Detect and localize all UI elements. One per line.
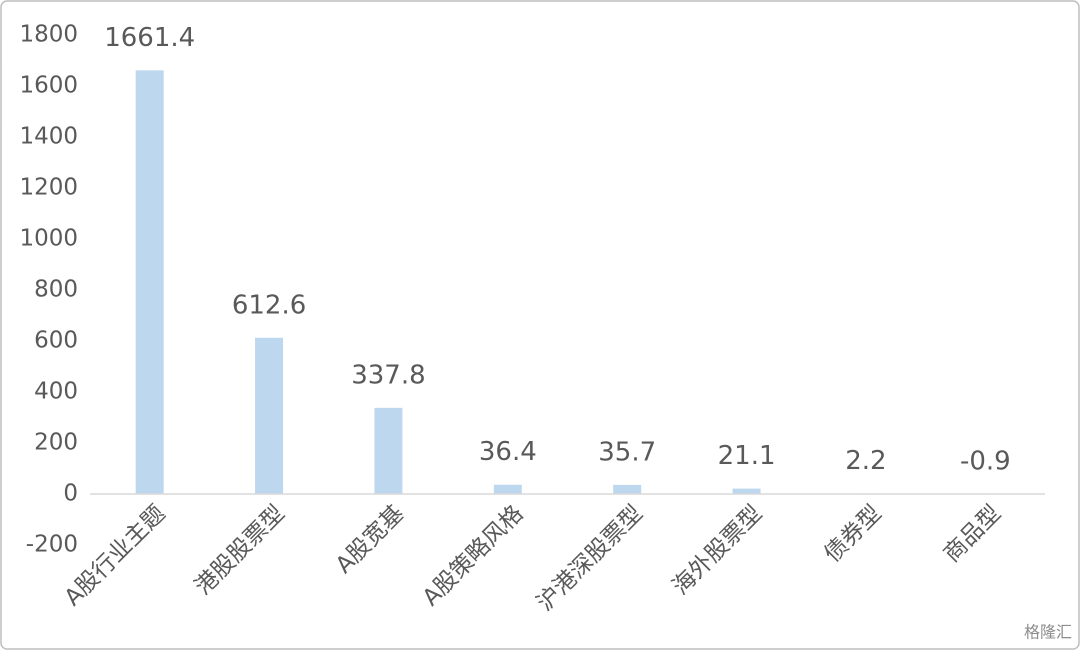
value-label: 21.1 [718, 441, 776, 471]
bar [732, 488, 761, 494]
bar [613, 484, 642, 494]
value-label: 612.6 [232, 290, 306, 320]
y-tick-label: 400 [34, 379, 78, 405]
y-tick-label: 1000 [19, 226, 78, 252]
value-label: 2.2 [845, 446, 886, 476]
bar [135, 70, 164, 494]
value-label: 1661.4 [104, 23, 195, 53]
bar [493, 484, 522, 494]
y-tick-label: 800 [34, 277, 78, 303]
watermark: 格隆汇 [1024, 623, 1072, 642]
y-tick-label: 200 [34, 430, 78, 456]
bar [374, 407, 403, 494]
value-label: -0.9 [960, 447, 1011, 477]
y-tick-label: 600 [34, 328, 78, 354]
y-tick-label: 0 [63, 481, 78, 507]
y-tick-label: 1200 [19, 175, 78, 201]
value-label: 36.4 [479, 437, 537, 467]
y-tick-label: 1800 [19, 22, 78, 48]
value-label: 35.7 [598, 437, 656, 467]
bar [255, 337, 284, 494]
y-tick-label: -200 [26, 532, 78, 558]
value-label: 337.8 [351, 360, 425, 390]
y-tick-label: 1400 [19, 124, 78, 150]
y-tick-label: 1600 [19, 73, 78, 99]
